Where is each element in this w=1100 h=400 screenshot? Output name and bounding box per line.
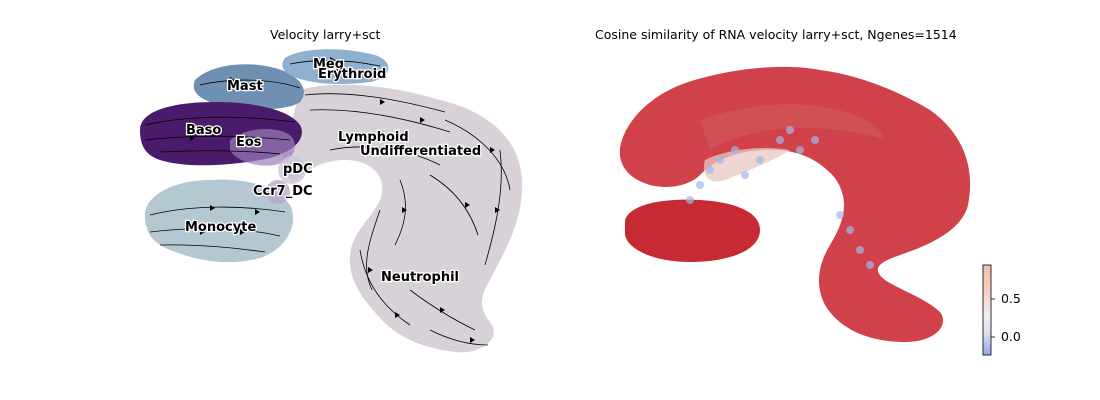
cosine-low-point <box>741 171 749 179</box>
streamline-arrow <box>255 209 260 215</box>
streamline <box>289 59 381 67</box>
cosine-low-speckle <box>686 126 874 269</box>
streamline-arrow <box>240 229 245 235</box>
cosine-low-point <box>716 156 724 164</box>
streamline <box>199 79 301 89</box>
cluster-region-mast <box>193 64 304 110</box>
cosine-low-point <box>846 226 854 234</box>
velocity-panel-title: Velocity larry+sct <box>270 27 381 42</box>
cosine-region-gap-low <box>703 148 790 182</box>
cluster-region-pdc <box>278 156 306 184</box>
streamline-arrow <box>490 147 495 153</box>
label-mast: Mast <box>227 79 263 94</box>
cosine-low-point <box>731 146 739 154</box>
cosine-low-point <box>866 261 874 269</box>
streamline-arrow <box>465 202 470 208</box>
label-lymphoid: Lymphoid <box>338 130 409 145</box>
cosine-low-point <box>686 196 694 204</box>
cosine-low-point <box>836 211 844 219</box>
cosine-low-point <box>756 156 764 164</box>
label-neutrophil: Neutrophil <box>381 270 459 285</box>
streamline-arrow <box>395 312 400 318</box>
streamline <box>144 135 291 141</box>
streamline-arrow <box>368 267 373 273</box>
cosine-low-point <box>796 146 804 154</box>
streamline-arrow <box>402 207 407 213</box>
streamline <box>309 109 451 133</box>
streamline <box>144 116 296 126</box>
cosine-low-point <box>696 181 704 189</box>
streamline-arrow <box>440 307 445 313</box>
streamline <box>149 206 286 216</box>
streamline-arrow <box>420 117 425 123</box>
cosine-low-point <box>776 136 784 144</box>
cluster-region-ccr7-dc <box>266 180 290 204</box>
streamline <box>159 244 266 253</box>
streamline <box>429 174 479 236</box>
cosine-region-lower-left <box>625 199 760 262</box>
streamline <box>394 179 406 246</box>
streamline <box>149 228 281 237</box>
streamline-arrow <box>380 99 385 105</box>
colorbar-ticklabel-0.0: 0.0 <box>1001 329 1021 344</box>
streamline-arrow <box>470 337 475 343</box>
label-monocyte: Monocyte <box>185 220 256 235</box>
streamline <box>159 150 281 155</box>
cosine-low-point <box>786 126 794 134</box>
streamline <box>329 146 441 166</box>
streamline <box>304 93 446 113</box>
label-meg: Meg <box>313 57 344 72</box>
streamline <box>359 249 411 326</box>
cluster-region-eos <box>230 128 295 166</box>
streamline-arrow <box>495 207 500 213</box>
streamline-arrow <box>400 145 405 151</box>
colorbar-ticklabel-0.5: 0.5 <box>1001 291 1021 306</box>
cosine-low-point <box>811 136 819 144</box>
streamline-arrow <box>330 57 335 63</box>
cosine-panel-title: Cosine similarity of RNA velocity larry+… <box>595 27 957 42</box>
colorbar: 0.5 0.0 <box>982 264 1021 356</box>
streamline-arrow <box>240 134 245 140</box>
label-undifferentiated: Undifferentiated <box>360 144 481 159</box>
streamline-arrow <box>200 229 205 235</box>
label-pdc: pDC <box>283 162 313 177</box>
streamline <box>429 329 489 346</box>
label-ccr7-dc: Ccr7_DC <box>253 184 313 199</box>
streamline <box>444 119 511 191</box>
colorbar-gradient <box>982 264 992 356</box>
cosine-low-point <box>856 246 864 254</box>
label-erythroid: Erythroid <box>318 67 386 82</box>
label-eos: Eos <box>236 135 262 150</box>
cluster-region-monocyte <box>145 179 294 263</box>
label-baso: Baso <box>186 123 221 138</box>
streamline <box>366 209 381 291</box>
streamline-arrow <box>190 135 195 141</box>
streamline-arrow <box>210 205 215 211</box>
velocity-streamlines <box>144 57 511 346</box>
streamline-arrow <box>230 77 235 83</box>
velocity-embedding <box>140 49 523 353</box>
cluster-region-meg-erythroid <box>282 49 389 84</box>
cluster-region-neutrophil <box>282 84 523 353</box>
cosine-embedding <box>619 66 971 342</box>
cosine-low-point <box>706 166 714 174</box>
